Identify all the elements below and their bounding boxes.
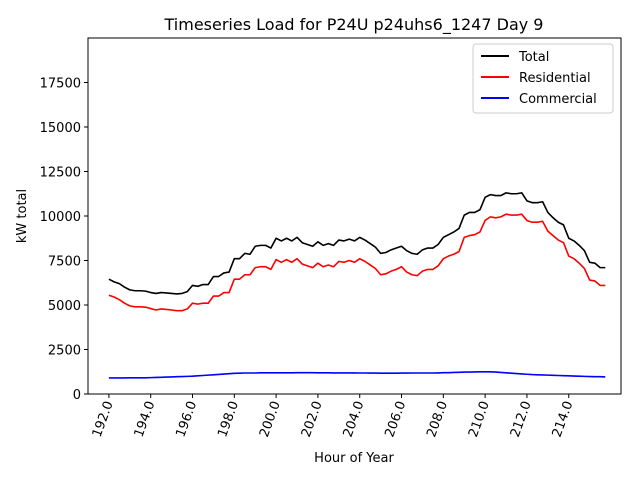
y-tick-label: 0 <box>73 388 81 403</box>
series-line-commercial <box>108 370 606 379</box>
y-tick-label: 5000 <box>48 299 81 314</box>
chart-title: Timeseries Load for P24U p24uhs6_1247 Da… <box>164 15 544 35</box>
x-axis-title: Hour of Year <box>314 451 394 466</box>
y-tick-label: 7500 <box>48 255 81 270</box>
y-tick-label: 17500 <box>40 77 81 92</box>
y-tick-label: 2500 <box>48 344 81 359</box>
y-axis: 0 2500 5000 7500 10000 12500 15000 17500 <box>40 77 88 403</box>
series-line-residential <box>108 213 606 312</box>
legend-label-residential: Residential <box>519 71 591 86</box>
legend-box <box>472 43 614 114</box>
y-axis-title: kW total <box>15 189 30 243</box>
y-tick-label: 12500 <box>40 166 81 181</box>
y-tick-label: 15000 <box>40 121 81 136</box>
series-line-total <box>108 192 606 295</box>
legend-label-commercial: Commercial <box>519 92 597 107</box>
legend-label-total: Total <box>518 50 549 65</box>
y-tick-label: 10000 <box>40 210 81 225</box>
legend: Total Residential Commercial <box>472 43 614 114</box>
